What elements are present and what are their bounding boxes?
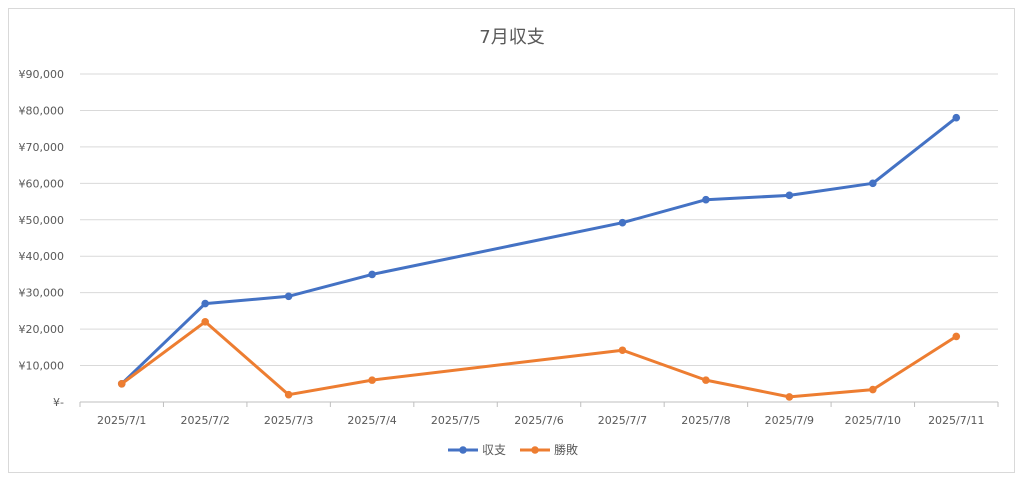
series-line-2 [120, 320, 958, 399]
data-point [702, 195, 710, 204]
data-point [869, 385, 877, 394]
legend-item-1: 収支 [448, 443, 506, 457]
data-point [368, 376, 376, 384]
data-point [618, 218, 627, 227]
data-point [201, 318, 209, 326]
x-tick-label: 2025/7/9 [765, 414, 814, 427]
y-axis-ticks: ¥- ¥10,000 ¥20,000 ¥30,000 ¥40,000 ¥50,000 ¥60… [19, 68, 65, 409]
series-line-1 [120, 116, 958, 386]
data-point [785, 393, 794, 401]
y-tick-label: ¥20,000 [19, 323, 65, 336]
legend-label: 収支 [482, 443, 506, 457]
data-point [201, 299, 209, 308]
x-tick-label: 2025/7/2 [180, 414, 229, 427]
data-point [952, 332, 961, 341]
y-tick-label: ¥10,000 [19, 360, 65, 373]
legend: 収支 勝敗 [448, 442, 578, 457]
x-tick-label: 2025/7/7 [598, 414, 647, 427]
y-tick-label: ¥70,000 [19, 141, 65, 154]
x-tick-label: 2025/7/6 [514, 414, 563, 427]
legend-label: 勝敗 [554, 442, 578, 457]
y-tick-label: ¥90,000 [19, 68, 65, 81]
x-tick-label: 2025/7/10 [845, 414, 901, 427]
x-tick-label: 2025/7/11 [928, 414, 984, 427]
data-point [618, 346, 627, 355]
data-point [284, 390, 293, 399]
legend-item-2: 勝敗 [520, 442, 578, 457]
chart-frame [8, 8, 1015, 473]
x-axis: 2025/7/1 2025/7/2 2025/7/3 2025/7/4 2025/7/5… [79, 401, 999, 427]
x-tick-label: 2025/7/3 [264, 414, 313, 427]
legend-marker [459, 446, 467, 454]
gridlines [80, 73, 998, 367]
series-lines [117, 113, 961, 401]
y-tick-label: ¥30,000 [19, 287, 65, 300]
y-tick-label: ¥80,000 [19, 104, 65, 117]
data-point [117, 379, 126, 388]
data-point [869, 179, 877, 188]
x-tick-label: 2025/7/1 [97, 414, 146, 427]
x-tick-label: 2025/7/5 [431, 414, 480, 427]
data-point [368, 270, 376, 279]
data-point [702, 376, 710, 384]
y-tick-label: ¥- [53, 396, 64, 409]
x-tick-label: 2025/7/8 [681, 414, 730, 427]
y-tick-label: ¥40,000 [19, 250, 65, 263]
x-tick-label: 2025/7/4 [347, 414, 396, 427]
data-point [284, 292, 293, 301]
y-tick-label: ¥50,000 [19, 214, 65, 227]
y-tick-label: ¥60,000 [19, 177, 65, 190]
data-point [952, 113, 961, 122]
chart-title: 7月収支 [479, 27, 545, 48]
data-point [785, 191, 794, 200]
legend-marker [531, 446, 539, 454]
